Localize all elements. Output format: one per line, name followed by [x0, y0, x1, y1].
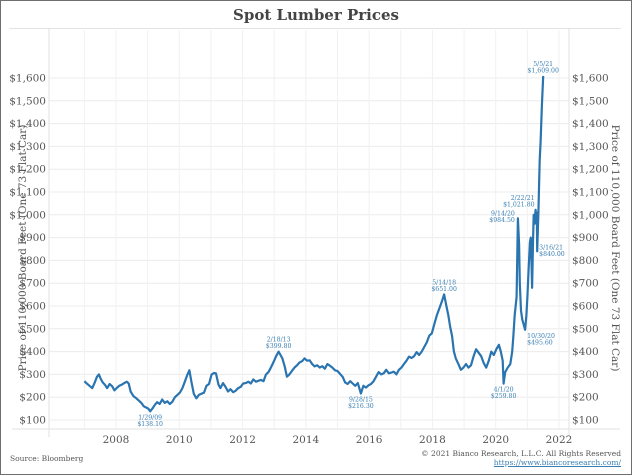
y-tick-label-right: $200 — [572, 392, 599, 404]
y-axis-right-title: Price of 110,000 Board Feet (One 73 Flat… — [609, 125, 621, 372]
y-tick-label-right: $1,200 — [572, 164, 609, 176]
y-tick-label-left: $500 — [19, 323, 46, 335]
annotation-value: $399.80 — [266, 343, 292, 350]
y-tick-label-left: $1,100 — [9, 187, 46, 199]
annotation-value: $495.60 — [527, 339, 553, 346]
y-tick-label-right: $300 — [572, 369, 599, 381]
x-tick-label: 2010 — [166, 434, 193, 446]
annotation-2-22-21: 2/22/21$1,021.80 — [503, 195, 535, 209]
x-tick-label: 2014 — [292, 434, 319, 446]
y-tick-label-left: $1,300 — [9, 141, 46, 153]
annotations: 1/29/09$138.10 2/18/13$399.80 9/28/15$216.… — [137, 61, 564, 428]
annotation-value: $984.50 — [489, 217, 515, 224]
y-tick-label-right: $100 — [572, 415, 599, 427]
annotation-1-29-09: 1/29/09$138.10 — [137, 414, 163, 428]
y-tick-label-right: $700 — [572, 278, 599, 290]
gridlines — [49, 30, 569, 429]
y-tick-label-right: $1,500 — [572, 95, 609, 107]
x-tick-label: 2012 — [229, 434, 256, 446]
y-tick-label-left: $800 — [19, 255, 46, 267]
annotation-date: 10/30/20 — [527, 333, 555, 340]
annotation-date: 5/14/18 — [432, 279, 456, 286]
annotation-date: 9/14/20 — [491, 210, 515, 217]
annotation-value: $259.80 — [491, 393, 517, 400]
annotation-2-18-13: 2/18/13$399.80 — [266, 337, 292, 351]
annotation-date: 5/5/21 — [533, 61, 553, 68]
title-divider — [9, 28, 621, 29]
y-tick-label-left: $1,400 — [9, 118, 46, 130]
y-tick-label-right: $500 — [572, 323, 599, 335]
source-note: Source: Bloomberg — [10, 454, 84, 463]
y-axis-left-ticks: $100 $200 $300 $400 $500 $600 $700 $800 $900 $1,0… — [9, 73, 46, 427]
y-tick-label-left: $1,000 — [9, 209, 46, 221]
y-tick-label-right: $1,300 — [572, 141, 609, 153]
x-tick-label: 2016 — [356, 434, 383, 446]
y-tick-label-left: $1,600 — [9, 73, 46, 85]
annotation-value: $840.00 — [539, 251, 565, 258]
y-tick-label-left: $700 — [19, 278, 46, 290]
y-tick-label-left: $1,200 — [9, 164, 46, 176]
y-tick-label-left: $400 — [19, 346, 46, 358]
annotation-9-28-15: 9/28/15$216.30 — [348, 396, 374, 410]
annotation-value: $651.00 — [431, 286, 457, 293]
website-link[interactable]: https://www.biancoresearch.com/ — [493, 458, 621, 467]
annotation-10-30-20: 10/30/20$495.60 — [527, 333, 555, 347]
annotation-value: $216.30 — [348, 403, 374, 410]
annotation-value: $138.10 — [137, 421, 163, 428]
x-tick-label: 2008 — [103, 434, 130, 446]
annotation-date: 9/28/15 — [349, 396, 373, 403]
annotation-date: 2/18/13 — [267, 337, 291, 344]
y-tick-label-right: $1,600 — [572, 73, 609, 85]
annotation-value: $1,021.80 — [503, 201, 535, 208]
annotation-date: 4/1/20 — [494, 387, 514, 394]
y-tick-label-left: $600 — [19, 301, 46, 313]
y-tick-label-left: $900 — [19, 232, 46, 244]
copyright-note: © 2021 Bianco Research, L.L.C. All Right… — [421, 449, 621, 458]
y-tick-label-right: $1,400 — [572, 118, 609, 130]
annotation-5-14-18: 5/14/18$651.00 — [431, 279, 457, 293]
annotation-9-14-20: 9/14/20$984.50 — [489, 210, 515, 224]
y-tick-label-left: $1,500 — [9, 95, 46, 107]
y-tick-label-left: $300 — [19, 369, 46, 381]
series-lumber-price — [83, 75, 545, 413]
chart-title: Spot Lumber Prices — [233, 6, 399, 24]
annotation-value: $1,609.00 — [527, 67, 559, 74]
y-tick-label-right: $600 — [572, 301, 599, 313]
annotation-5-5-21: 5/5/21$1,609.00 — [527, 61, 559, 75]
series-line — [83, 75, 545, 413]
x-axis-ticks: 2008 2010 2012 2014 2016 2018 2020 2022 — [103, 434, 573, 446]
y-tick-label-right: $900 — [572, 232, 599, 244]
axes — [12, 28, 620, 437]
y-tick-label-right: $1,000 — [572, 209, 609, 221]
y-tick-label-right: $400 — [572, 346, 599, 358]
annotation-date: 1/29/09 — [138, 414, 162, 421]
y-tick-label-right: $1,100 — [572, 187, 609, 199]
y-tick-label-left: $200 — [19, 392, 46, 404]
y-tick-label-left: $100 — [19, 415, 46, 427]
x-tick-label: 2018 — [419, 434, 446, 446]
y-axis-right-ticks: $100 $200 $300 $400 $500 $600 $700 $800 $900 $1,0… — [572, 73, 609, 427]
y-axis-left-title: Price of 110,000 Board Feet (One 73 Flat… — [17, 125, 29, 372]
x-tick-label: 2020 — [482, 434, 509, 446]
annotation-date: 3/16/21 — [539, 244, 563, 251]
annotation-4-1-20: 4/1/20$259.80 — [491, 387, 517, 401]
y-tick-label-right: $800 — [572, 255, 599, 267]
annotation-3-16-21: 3/16/21$840.00 — [539, 244, 565, 258]
x-tick-label: 2022 — [546, 434, 573, 446]
annotation-date: 2/22/21 — [511, 195, 535, 202]
